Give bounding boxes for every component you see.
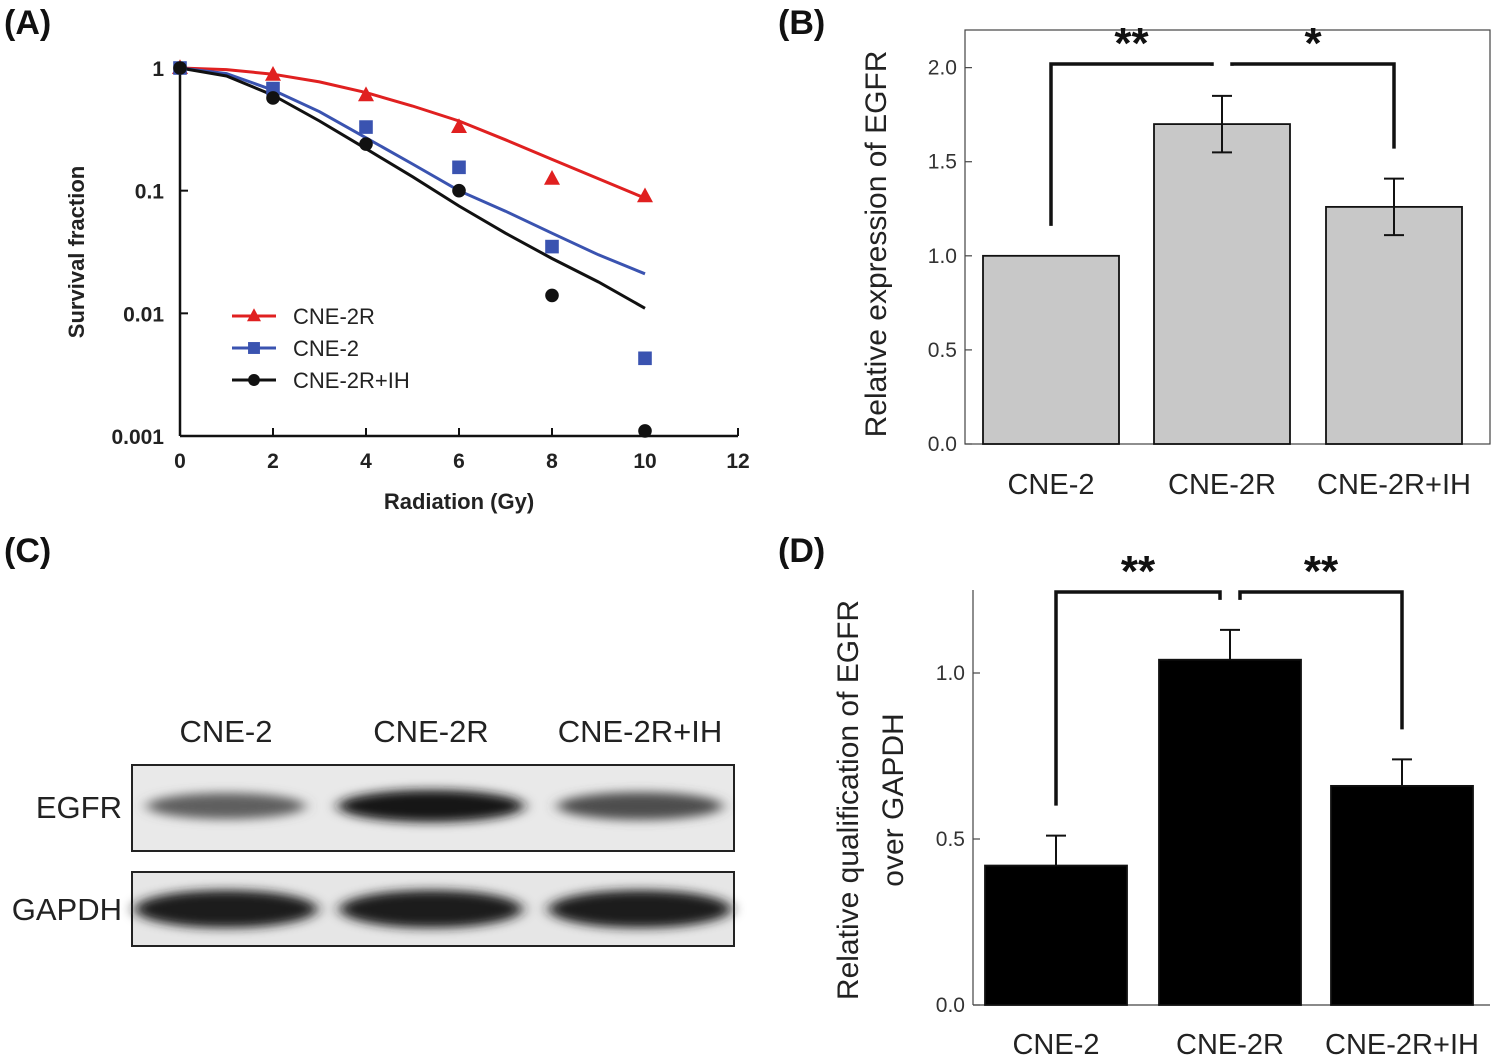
b-y-tick-label: 0.5 xyxy=(928,339,957,362)
d-category-label: CNE-2R+IH xyxy=(1325,1029,1479,1060)
blot-lane-label: CNE-2R+IH xyxy=(558,714,723,749)
b-bar xyxy=(1325,205,1463,445)
panel-a-x-axis-title: Radiation (Gy) xyxy=(384,489,534,514)
panel-d-y-axis-title-line1: Relative qualification of EGFR xyxy=(832,600,865,1000)
data-point-cne-2r xyxy=(358,86,374,102)
legend-label-cne-2r: CNE-2R xyxy=(293,304,375,329)
data-point-cne-2 xyxy=(452,160,466,175)
panel-d-y-axis-title-line2: over GAPDH xyxy=(877,713,910,886)
data-point-cne-2 xyxy=(638,351,652,366)
b-y-tick-label: 1.0 xyxy=(928,245,957,268)
fit-line-cne-2 xyxy=(179,66,646,276)
fit-line-cne-2r-ih xyxy=(179,66,646,310)
data-point-cne-2r-ih xyxy=(452,183,466,198)
panel-a-x-tick-label: 6 xyxy=(453,450,465,473)
blot-band-gapdh xyxy=(339,890,523,928)
blot-band-egfr xyxy=(557,792,723,820)
fit-line-cne-2r xyxy=(179,66,646,200)
legend-marker-cne-2 xyxy=(248,342,260,354)
panel-a-x-tick-label: 8 xyxy=(546,450,558,473)
panel-letter-d: (D) xyxy=(778,532,825,570)
blot-band-egfr xyxy=(337,789,525,823)
b-category-label: CNE-2R+IH xyxy=(1317,469,1471,501)
data-point-cne-2r xyxy=(265,66,281,81)
panel-b-y-axis-title: Relative expression of EGFR xyxy=(860,51,893,438)
b-category-label: CNE-2 xyxy=(1007,469,1094,501)
panel-a-y-tick-label: 0.001 xyxy=(111,426,164,449)
panel-a-x-tick-label: 10 xyxy=(633,450,656,473)
panel-a-x-tick-label: 4 xyxy=(360,450,372,473)
panel-letter-c: (C) xyxy=(4,532,51,570)
blot-lane-label: CNE-2R xyxy=(373,714,488,749)
b-significance-label: * xyxy=(1304,19,1322,68)
legend-label-cne-2r-ih: CNE-2R+IH xyxy=(293,368,410,393)
panel-a-legend: CNE-2R CNE-2 CNE-2R+IH xyxy=(232,304,410,393)
d-significance-label: ** xyxy=(1121,547,1156,596)
d-y-tick-label: 0.0 xyxy=(936,994,965,1017)
legend-marker-cne-2r-ih xyxy=(248,374,260,386)
blot-band-gapdh xyxy=(134,890,318,928)
b-y-tick-label: 2.0 xyxy=(928,57,957,80)
b-y-tick-label: 0.0 xyxy=(928,433,957,456)
blot-band-egfr xyxy=(146,792,306,820)
data-point-cne-2 xyxy=(359,120,373,134)
b-category-label: CNE-2R xyxy=(1168,469,1276,501)
data-point-cne-2 xyxy=(545,239,559,254)
d-category-label: CNE-2R xyxy=(1176,1029,1284,1060)
b-y-tick-label: 1.5 xyxy=(928,151,957,174)
d-category-label: CNE-2 xyxy=(1012,1029,1099,1060)
data-point-cne-2r-ih xyxy=(173,61,187,75)
panel-a-x-tick-label: 0 xyxy=(174,450,186,473)
panel-letter-a: (A) xyxy=(4,4,51,42)
d-y-tick-label: 1.0 xyxy=(936,662,965,685)
data-point-cne-2r xyxy=(637,187,653,203)
panel-b-egfr-expression-chart: 0.00.51.01.52.0 ** * CNE-2 CNE-2R CNE-2R+IH… xyxy=(860,19,1491,501)
d-bar xyxy=(1330,784,1474,1006)
d-significance-label: ** xyxy=(1304,547,1339,596)
d-y-tick-label: 0.5 xyxy=(936,828,965,851)
data-point-cne-2r xyxy=(544,169,560,185)
b-bar xyxy=(982,254,1120,445)
b-significance-bracket xyxy=(1230,62,1396,149)
d-significance-bracket xyxy=(1054,590,1222,806)
data-point-cne-2 xyxy=(266,81,280,96)
data-point-cne-2r xyxy=(451,118,467,134)
legend-marker-cne-2r xyxy=(247,308,261,322)
blot-row-label-egfr: EGFR xyxy=(36,790,122,825)
data-point-cne-2r-ih xyxy=(266,91,280,105)
d-bar xyxy=(984,864,1128,1006)
panel-c-western-blot: CNE-2 CNE-2R CNE-2R+IH EGFR GAPDH xyxy=(12,714,735,947)
data-point-cne-2r-ih xyxy=(545,288,559,303)
b-bar xyxy=(1153,123,1291,445)
legend-label-cne-2: CNE-2 xyxy=(293,336,359,361)
blot-band-gapdh xyxy=(548,890,732,928)
panel-a-survival-chart: 0 2 4 6 8 10 12 1 0.1 0.01 0.001 Radiation (Gy) Su… xyxy=(64,58,750,514)
b-significance-bracket xyxy=(1049,62,1214,226)
data-point-cne-2r-ih xyxy=(638,424,652,438)
panel-a-y-axis-title: Survival fraction xyxy=(64,166,89,338)
d-significance-bracket xyxy=(1238,590,1404,730)
blot-lane-label: CNE-2 xyxy=(179,714,272,749)
data-point-cne-2r-ih xyxy=(359,137,373,151)
blot-row-label-gapdh: GAPDH xyxy=(12,892,122,927)
b-significance-label: ** xyxy=(1114,19,1149,68)
panel-a-x-tick-label: 12 xyxy=(726,450,749,473)
panel-d-egfr-gapdh-chart: 0.0 0.5 1.0 ** ** CNE-2 CNE-2R CNE-2R+IH Rela… xyxy=(832,547,1490,1060)
panel-a-x-tick-label: 2 xyxy=(267,450,279,473)
panel-a-y-tick-label: 0.01 xyxy=(123,303,164,326)
panel-a-y-tick-label: 1 xyxy=(152,58,164,81)
d-bar xyxy=(1158,658,1302,1006)
panel-a-y-tick-label: 0.1 xyxy=(135,181,165,204)
panel-letter-b: (B) xyxy=(778,4,825,42)
